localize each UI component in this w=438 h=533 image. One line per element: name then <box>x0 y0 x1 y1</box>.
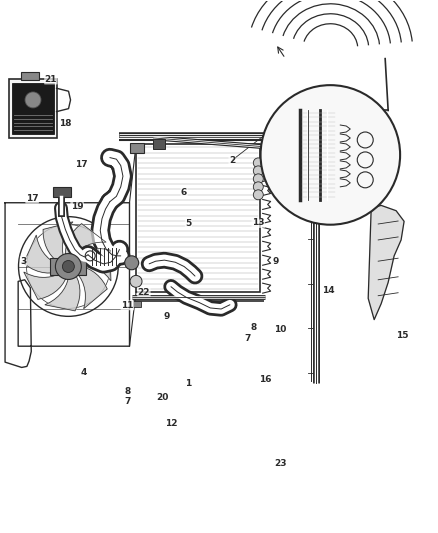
Text: 20: 20 <box>156 393 169 402</box>
Circle shape <box>25 92 41 108</box>
Polygon shape <box>368 205 404 320</box>
Text: 22: 22 <box>138 287 150 296</box>
Circle shape <box>261 85 400 225</box>
Text: 9: 9 <box>272 257 279 265</box>
Circle shape <box>125 256 139 270</box>
Bar <box>12 84 53 134</box>
Text: 15: 15 <box>396 331 409 340</box>
Text: 17: 17 <box>26 194 39 203</box>
Text: 23: 23 <box>274 458 286 467</box>
Bar <box>130 143 144 153</box>
Text: 9: 9 <box>163 312 170 321</box>
Polygon shape <box>78 266 107 309</box>
Circle shape <box>56 254 81 279</box>
Circle shape <box>253 190 263 200</box>
Polygon shape <box>66 224 106 255</box>
Polygon shape <box>43 222 73 261</box>
Polygon shape <box>77 248 111 281</box>
Text: 6: 6 <box>181 188 187 197</box>
Text: 1: 1 <box>185 379 191 388</box>
Polygon shape <box>24 272 66 300</box>
Text: 3: 3 <box>20 257 27 265</box>
Bar <box>136 144 261 292</box>
Text: 21: 21 <box>45 75 57 84</box>
Text: 4: 4 <box>81 368 87 377</box>
Bar <box>10 79 57 138</box>
Bar <box>153 139 165 149</box>
Circle shape <box>130 276 142 287</box>
Text: 18: 18 <box>59 118 71 127</box>
Bar <box>53 187 71 197</box>
Bar <box>133 301 141 307</box>
Text: 12: 12 <box>165 419 177 428</box>
Text: 2: 2 <box>229 156 235 165</box>
Text: 5: 5 <box>185 220 191 229</box>
Text: 13: 13 <box>252 219 265 228</box>
Text: 19: 19 <box>71 203 83 212</box>
Text: 7: 7 <box>124 398 131 407</box>
Circle shape <box>253 174 263 184</box>
Text: 17: 17 <box>75 160 88 169</box>
Text: 16: 16 <box>258 375 271 384</box>
Circle shape <box>62 261 74 272</box>
Bar <box>50 257 86 276</box>
Text: 8: 8 <box>251 323 257 332</box>
Polygon shape <box>24 235 57 273</box>
Circle shape <box>253 166 263 176</box>
Text: 8: 8 <box>124 387 131 396</box>
Circle shape <box>253 182 263 192</box>
Text: 11: 11 <box>121 301 134 310</box>
Bar <box>21 71 39 80</box>
Polygon shape <box>45 277 80 311</box>
Circle shape <box>253 158 263 168</box>
Text: 10: 10 <box>274 325 286 334</box>
Text: 7: 7 <box>244 334 251 343</box>
Text: 14: 14 <box>322 286 335 295</box>
